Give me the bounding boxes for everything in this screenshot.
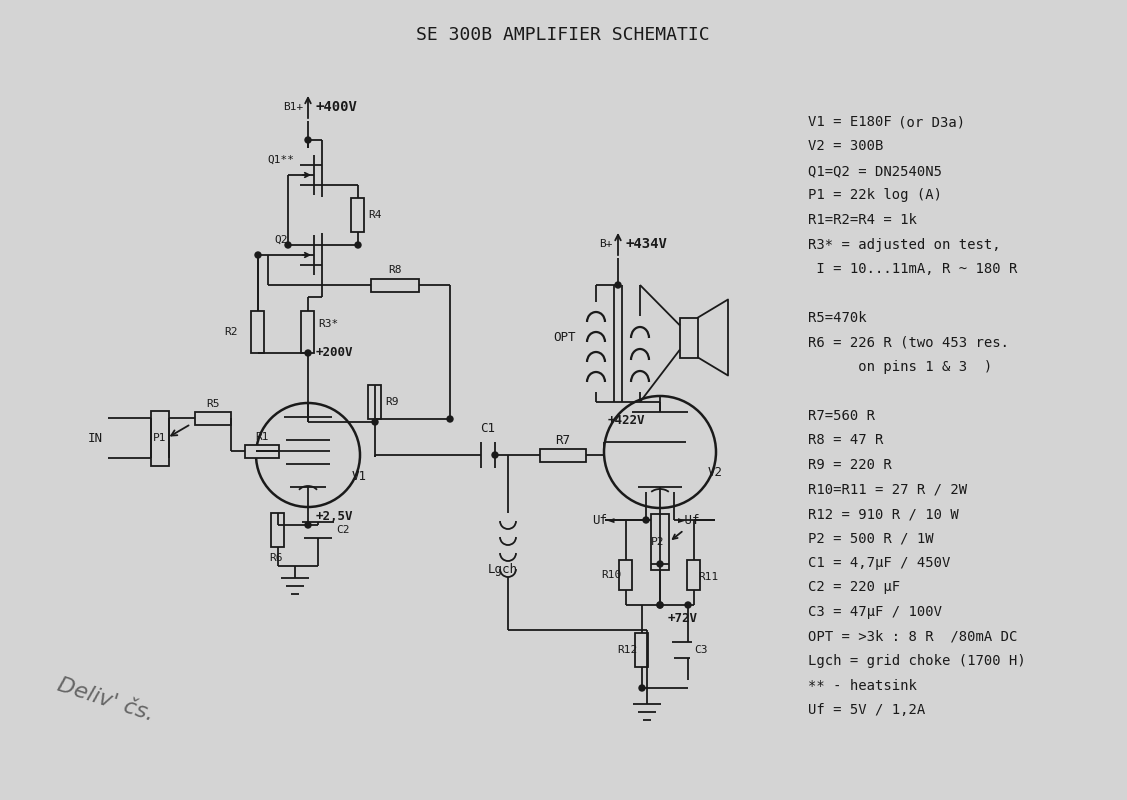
Text: IN: IN (88, 431, 103, 445)
Text: +72V: +72V (668, 613, 698, 626)
Text: C1 = 4,7μF / 450V: C1 = 4,7μF / 450V (808, 556, 950, 570)
Text: R8 = 47 R: R8 = 47 R (808, 434, 884, 447)
Bar (636, 633, 648, 667)
Text: C3 = 47μF / 100V: C3 = 47μF / 100V (808, 605, 942, 619)
Text: R5: R5 (206, 399, 220, 409)
Circle shape (492, 452, 498, 458)
Text: +200V: +200V (316, 346, 354, 358)
Text: R6 = 226 R (two 453 res.: R6 = 226 R (two 453 res. (808, 335, 1009, 350)
Circle shape (639, 685, 645, 691)
Text: R2: R2 (224, 327, 238, 337)
Text: P2 = 500 R / 1W: P2 = 500 R / 1W (808, 531, 933, 546)
Text: R9: R9 (385, 397, 399, 407)
Text: P1: P1 (153, 433, 167, 443)
Text: C1: C1 (480, 422, 496, 435)
Bar (687, 560, 701, 590)
Text: on pins 1 & 3  ): on pins 1 & 3 ) (808, 360, 992, 374)
Bar (651, 514, 669, 570)
Text: ►Uf: ►Uf (678, 514, 701, 526)
Circle shape (657, 602, 663, 608)
Bar (251, 311, 265, 353)
Bar (620, 560, 632, 590)
Bar (352, 198, 364, 232)
Bar (371, 278, 419, 291)
Bar (245, 445, 279, 458)
Text: (or D3a): (or D3a) (873, 115, 965, 129)
Text: SE 300B AMPLIFIER SCHEMATIC: SE 300B AMPLIFIER SCHEMATIC (416, 26, 710, 44)
Bar (540, 449, 586, 462)
Circle shape (657, 561, 663, 567)
Circle shape (305, 350, 311, 356)
Text: R12: R12 (618, 645, 638, 655)
Bar (369, 385, 382, 419)
Text: C2: C2 (336, 525, 349, 535)
Circle shape (285, 242, 291, 248)
Text: R10: R10 (602, 570, 622, 580)
Text: I = 10...11mA, R ~ 180 R: I = 10...11mA, R ~ 180 R (808, 262, 1018, 276)
Circle shape (447, 416, 453, 422)
Text: C2 = 220 μF: C2 = 220 μF (808, 581, 900, 594)
Text: Deliv' čs.: Deliv' čs. (55, 675, 157, 725)
Text: R1: R1 (255, 432, 268, 442)
Text: R8: R8 (388, 265, 401, 275)
Text: Uf = 5V / 1,2A: Uf = 5V / 1,2A (808, 703, 925, 717)
Text: C3: C3 (694, 645, 708, 655)
Text: R3* = adjusted on test,: R3* = adjusted on test, (808, 238, 1001, 251)
Text: R12 = 910 R / 10 W: R12 = 910 R / 10 W (808, 507, 959, 521)
Text: R4: R4 (369, 210, 382, 220)
Text: R7: R7 (556, 434, 570, 446)
Bar (680, 318, 698, 358)
Circle shape (644, 517, 649, 523)
Text: P1 = 22k log (A): P1 = 22k log (A) (808, 189, 942, 202)
Circle shape (657, 602, 663, 608)
Text: B+: B+ (600, 239, 613, 249)
Text: R6: R6 (269, 553, 283, 563)
Text: R5=470k: R5=470k (808, 311, 867, 325)
Text: +400V: +400V (316, 100, 358, 114)
Bar (195, 411, 231, 425)
Text: Q1**: Q1** (267, 155, 294, 165)
Circle shape (615, 282, 621, 288)
Text: OPT = >3k : 8 R  /80mA DC: OPT = >3k : 8 R /80mA DC (808, 630, 1018, 643)
Text: R3*: R3* (318, 319, 338, 329)
Circle shape (355, 242, 361, 248)
Text: R7=560 R: R7=560 R (808, 409, 875, 423)
Circle shape (685, 602, 691, 608)
Bar (151, 410, 169, 466)
Text: P2: P2 (651, 537, 665, 547)
Text: R9 = 220 R: R9 = 220 R (808, 458, 891, 472)
Circle shape (255, 252, 261, 258)
Text: +2,5V: +2,5V (316, 510, 354, 523)
Circle shape (372, 419, 378, 425)
Text: Lgch: Lgch (488, 563, 518, 577)
Text: +422V: +422V (607, 414, 646, 426)
Text: Q2: Q2 (274, 235, 287, 245)
Text: ** - heatsink: ** - heatsink (808, 678, 917, 693)
Bar (302, 311, 314, 353)
Text: R11: R11 (698, 572, 718, 582)
Text: V1: V1 (352, 470, 367, 483)
Circle shape (305, 522, 311, 528)
Text: V2: V2 (708, 466, 724, 478)
Text: B1+: B1+ (283, 102, 303, 112)
Text: OPT: OPT (553, 331, 576, 344)
Text: Q1=Q2 = DN2540N5: Q1=Q2 = DN2540N5 (808, 164, 942, 178)
Text: R10=R11 = 27 R / 2W: R10=R11 = 27 R / 2W (808, 482, 967, 497)
Text: V2 = 300B: V2 = 300B (808, 139, 884, 154)
Text: Uf◄: Uf◄ (592, 514, 614, 526)
Circle shape (305, 137, 311, 143)
Text: +434V: +434V (625, 237, 668, 251)
Text: Lgch = grid choke (1700 H): Lgch = grid choke (1700 H) (808, 654, 1026, 668)
Bar (272, 513, 284, 547)
Text: V1 = E180F: V1 = E180F (808, 115, 891, 129)
Text: R1=R2=R4 = 1k: R1=R2=R4 = 1k (808, 213, 917, 227)
